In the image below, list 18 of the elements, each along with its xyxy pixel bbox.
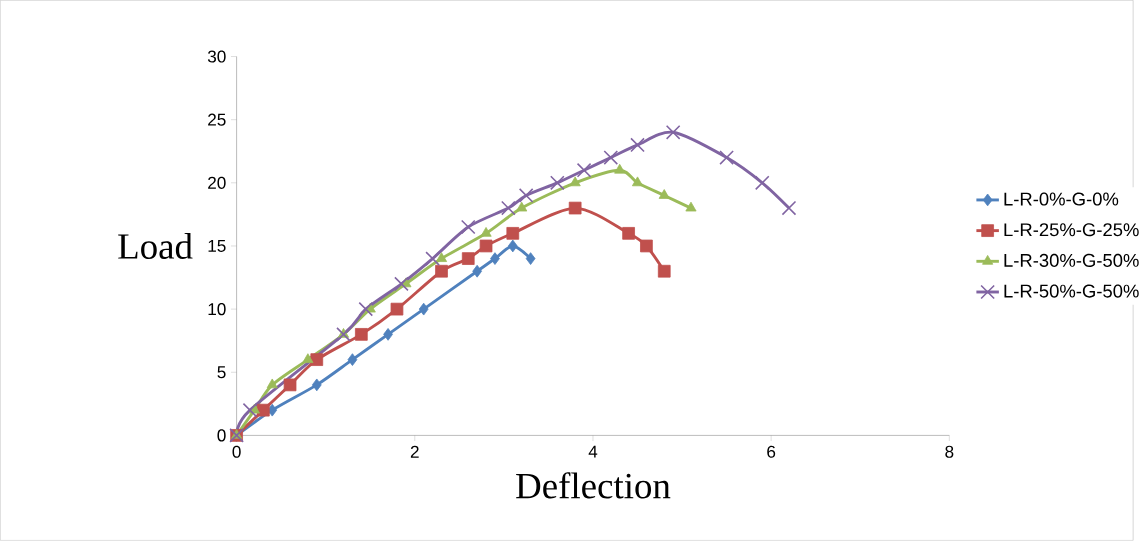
legend-label: L-R-30%-G-50% — [1004, 254, 1139, 268]
y-axis-title: Load — [118, 233, 193, 260]
x-tick-label: 0 — [232, 445, 241, 458]
legend-label: L-R-25%-G-25% — [1004, 223, 1139, 237]
y-tick-label: 10 — [208, 303, 226, 316]
y-tick-label: 20 — [208, 176, 226, 190]
x-tick-label: 2 — [410, 445, 419, 458]
y-tick-label: 30 — [207, 50, 226, 63]
x-tick-label: 4 — [588, 445, 598, 458]
y-tick-label: 15 — [208, 240, 226, 253]
y-tick-label: 25 — [208, 113, 226, 126]
x-tick-label: 8 — [945, 445, 954, 458]
x-tick-label: 6 — [767, 445, 776, 458]
x-axis-title: Deflection — [516, 472, 671, 499]
y-tick-label: 0 — [217, 429, 226, 442]
legend-label: L-R-50%-G-50% — [1004, 284, 1139, 298]
legend-label: L-R-0%-G-0% — [1004, 192, 1119, 206]
y-tick-label: 5 — [217, 366, 226, 379]
